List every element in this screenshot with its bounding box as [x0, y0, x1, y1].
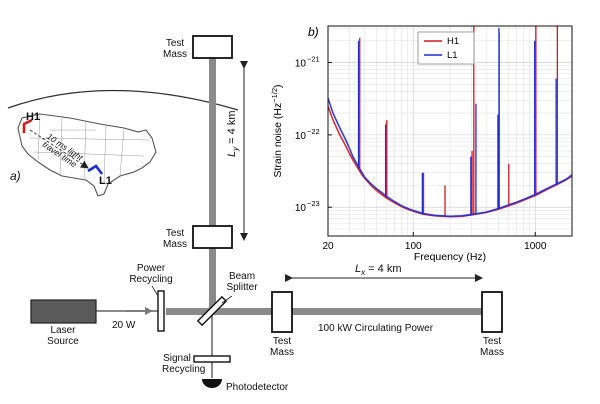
x-tick-label: 100 [405, 241, 422, 252]
us-outline [17, 113, 157, 197]
light-travel-arrow [29, 129, 89, 169]
legend-label-l1: L1 [447, 50, 458, 61]
power-recycling-mirror [157, 290, 165, 332]
panel-a-label: a) [10, 169, 21, 183]
ly-subscript: y [231, 146, 241, 151]
lx-subscript: x [361, 268, 366, 278]
h1-site-label: H1 [26, 111, 41, 123]
ly-symbol: L [226, 150, 238, 157]
y-tick-base: 10 [295, 59, 307, 70]
x-tick-label: 20 [322, 241, 334, 252]
chart-ylabel-text: Strain noise (Hz [272, 103, 284, 178]
us-map [7, 89, 239, 197]
legend-label-h1: H1 [447, 36, 459, 47]
beam-splitter [196, 295, 228, 327]
laser-power-label: 20 W [112, 320, 136, 331]
legend-box [417, 31, 475, 65]
power-recycling-pointer [151, 285, 159, 297]
beam-splitter-label: Beam Splitter [226, 271, 258, 293]
laser-source-box [30, 299, 97, 324]
beam-splitter-pointer [221, 295, 233, 304]
signal-recycling-label: Signal Recycling [162, 353, 206, 375]
chart-legend: H1 L1 [417, 31, 475, 65]
plot-frame [327, 25, 573, 237]
lx-symbol: L [355, 263, 362, 275]
chart-panel-label: b) [308, 25, 319, 39]
signal-recycling-mirror [193, 355, 231, 363]
test-mass-y-near [192, 225, 233, 249]
y-tick-label: 10 [295, 59, 307, 70]
l1-site-label: L1 [99, 175, 112, 187]
chart-ylabel-close: ) [272, 84, 284, 88]
y-tick-label: 10 [295, 131, 307, 142]
y-tick-base: 10 [295, 131, 307, 142]
lx-label: Lx = 4 km [355, 263, 402, 277]
earth-horizon-arc [7, 89, 239, 111]
chart-ylabel: Strain noise (Hz−1/2) [270, 84, 284, 177]
laser-source-label: Laser Source [47, 325, 79, 347]
ly-value: = 4 km [226, 110, 238, 147]
test-mass-x-end [481, 291, 503, 333]
x-arm-beam [166, 308, 486, 315]
y-tick-exponent: −21 [307, 55, 320, 64]
y-arm-beam [209, 52, 216, 310]
chart-ylabel-exponent: −1/2 [270, 88, 279, 103]
photodetector-icon [202, 379, 222, 388]
x-tick-label: 1000 [524, 241, 547, 252]
test-mass-top-label: Test Mass [163, 38, 187, 60]
h1-detector-arms [22, 118, 33, 133]
test-mass-mid-label: Test Mass [163, 228, 187, 250]
circulating-power-label: 100 kW Circulating Power [318, 323, 434, 334]
y-tick-base: 10 [295, 203, 307, 214]
y-tick-exponent: −23 [307, 199, 320, 208]
ly-label: Ly = 4 km [226, 97, 241, 158]
lx-value: = 4 km [365, 263, 402, 275]
y-tick-exponent: −22 [307, 127, 320, 136]
test-mass-near-x-label: Test Mass [270, 336, 294, 358]
power-recycling-label: Power Recycling [129, 263, 173, 285]
test-mass-x-near [271, 291, 293, 333]
test-mass-end-x-label: Test Mass [480, 336, 504, 358]
chart-xlabel: Frequency (Hz) [414, 251, 486, 263]
series-l1-line [327, 98, 573, 218]
state-borders [29, 114, 151, 185]
test-mass-y-end [192, 35, 233, 59]
y-tick-label: 10 [295, 203, 307, 214]
l1-detector-arms [87, 164, 104, 175]
photodetector-label: Photodetector [226, 382, 289, 393]
